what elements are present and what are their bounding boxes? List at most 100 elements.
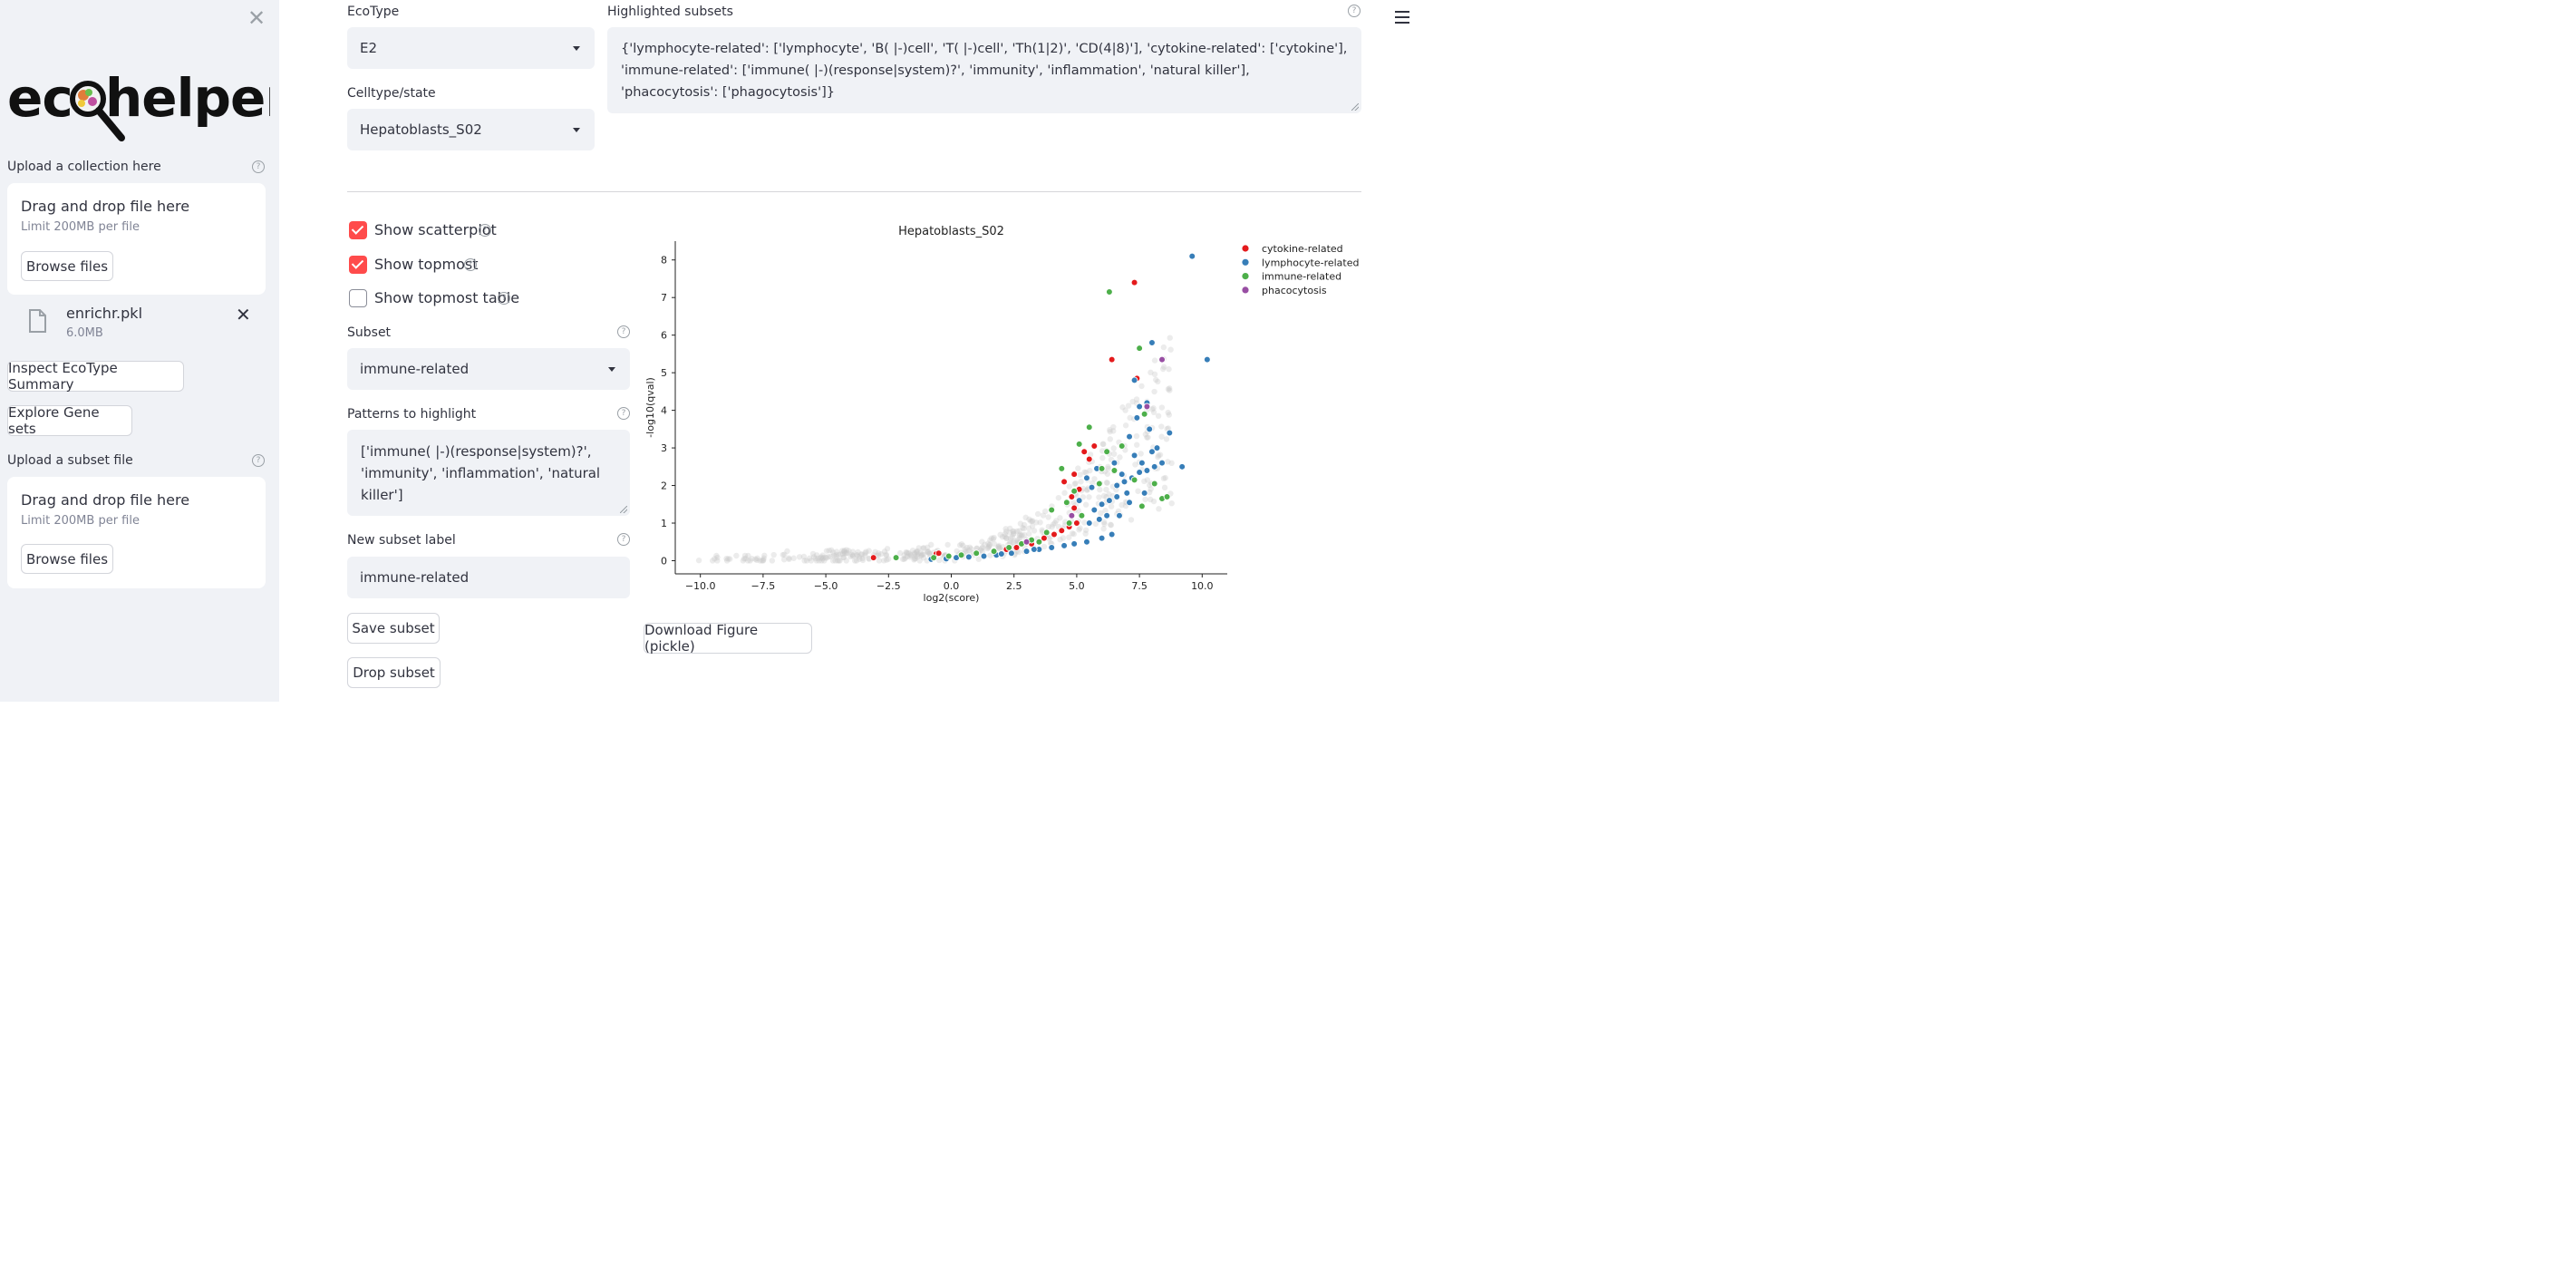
resize-handle-icon[interactable] bbox=[1351, 103, 1359, 111]
background-point bbox=[760, 557, 767, 563]
background-point bbox=[896, 549, 904, 557]
show-topmost-table-checkbox[interactable] bbox=[349, 289, 367, 307]
background-point bbox=[741, 552, 749, 559]
background-point bbox=[1010, 528, 1016, 535]
background-point bbox=[1002, 529, 1010, 535]
background-point bbox=[781, 551, 788, 558]
celltype-select[interactable]: Hepatoblasts_S02 bbox=[347, 109, 595, 150]
background-point bbox=[843, 549, 850, 557]
remove-file-icon[interactable]: ✕ bbox=[236, 304, 251, 325]
background-point bbox=[1091, 476, 1098, 482]
browse-files-button[interactable]: Browse files bbox=[21, 544, 113, 574]
subset-select[interactable]: immune-related bbox=[347, 348, 630, 390]
background-point bbox=[995, 544, 1002, 550]
background-point bbox=[834, 558, 841, 564]
download-figure-button[interactable]: Download Figure (pickle) bbox=[644, 622, 812, 655]
legend-marker bbox=[1242, 273, 1249, 280]
help-icon[interactable]: ? bbox=[1348, 5, 1361, 17]
background-point bbox=[833, 548, 840, 555]
patterns-textarea[interactable]: ['immune( |-)(response|system)?', 'immun… bbox=[347, 430, 630, 516]
save-subset-button[interactable]: Save subset bbox=[347, 613, 440, 644]
background-point bbox=[1029, 523, 1036, 529]
background-point bbox=[780, 551, 786, 558]
browse-files-button[interactable]: Browse files bbox=[21, 251, 113, 281]
background-point bbox=[1103, 486, 1109, 493]
background-point bbox=[908, 552, 915, 558]
drop-subset-button[interactable]: Drop subset bbox=[347, 657, 441, 688]
background-point bbox=[925, 548, 932, 556]
ecotype-select[interactable]: E2 bbox=[347, 27, 595, 69]
background-point bbox=[1097, 486, 1103, 493]
background-point bbox=[857, 551, 865, 558]
background-point bbox=[906, 554, 914, 560]
x-axis-label: log2(score) bbox=[924, 592, 980, 604]
new-subset-input[interactable]: immune-related bbox=[347, 557, 630, 598]
background-point bbox=[984, 545, 991, 552]
background-point bbox=[1055, 494, 1062, 501]
background-point bbox=[1144, 477, 1151, 483]
background-point bbox=[825, 554, 831, 560]
point-lymphocyte-related bbox=[1166, 429, 1174, 437]
help-icon[interactable]: ? bbox=[479, 224, 491, 237]
background-point bbox=[958, 540, 965, 548]
background-point bbox=[926, 550, 934, 557]
point-lymphocyte-related bbox=[965, 553, 973, 561]
point-lymphocyte-related bbox=[1150, 463, 1158, 471]
help-icon[interactable]: ? bbox=[617, 407, 630, 420]
help-icon[interactable]: ? bbox=[617, 325, 630, 338]
y-tick-label: 3 bbox=[661, 442, 667, 454]
inspect-ecotype-summary-button[interactable]: Inspect EcoType Summary bbox=[7, 360, 184, 393]
point-lymphocyte-related bbox=[1204, 355, 1211, 364]
background-point bbox=[853, 558, 860, 564]
background-point bbox=[843, 547, 850, 553]
legend-label: lymphocyte-related bbox=[1262, 257, 1359, 268]
help-icon[interactable]: ? bbox=[617, 533, 630, 546]
help-icon[interactable]: ? bbox=[498, 292, 510, 305]
help-icon[interactable]: ? bbox=[464, 258, 477, 271]
background-point bbox=[812, 555, 819, 562]
background-point bbox=[968, 546, 974, 552]
background-point bbox=[841, 548, 847, 555]
background-point bbox=[962, 546, 968, 553]
point-immune-related bbox=[1042, 529, 1051, 537]
background-point bbox=[1026, 516, 1032, 523]
point-lymphocyte-related bbox=[1153, 444, 1161, 451]
background-point bbox=[1110, 423, 1117, 431]
show-topmost-checkbox[interactable] bbox=[349, 256, 367, 274]
y-tick-label: 2 bbox=[661, 480, 667, 492]
background-point bbox=[1022, 514, 1029, 521]
show-topmost-table-label: Show topmost table bbox=[374, 289, 520, 306]
close-sidebar-icon[interactable]: ✕ bbox=[247, 5, 266, 31]
axes: −10.0 −7.5 −5.0 −2.5 0.0 2.5 5.0 7.5 10.0 0 1 2 3 4 5 6… bbox=[661, 241, 1227, 592]
background-point bbox=[849, 553, 857, 559]
background-point bbox=[818, 554, 825, 560]
dropzone-limit: Limit 200MB per file bbox=[21, 220, 140, 234]
background-point bbox=[1107, 426, 1113, 433]
background-point bbox=[1021, 525, 1027, 532]
file-size: 6.0MB bbox=[66, 326, 103, 340]
background-point bbox=[964, 544, 970, 551]
background-point bbox=[1018, 533, 1025, 539]
explore-gene-sets-button[interactable]: Explore Gene sets bbox=[7, 404, 132, 437]
background-point bbox=[1119, 404, 1126, 411]
background-point bbox=[844, 549, 850, 557]
background-point bbox=[1066, 534, 1072, 540]
background-point bbox=[1016, 535, 1023, 542]
background-point bbox=[1011, 530, 1017, 537]
background-point bbox=[838, 551, 844, 558]
background-point bbox=[1021, 521, 1028, 529]
point-lymphocyte-related bbox=[1022, 548, 1031, 555]
background-point bbox=[885, 556, 892, 562]
main-menu-icon[interactable] bbox=[1395, 11, 1409, 27]
subset-label: Subset bbox=[347, 325, 392, 340]
resize-handle-icon[interactable] bbox=[620, 506, 627, 513]
point-lymphocyte-related bbox=[1146, 425, 1153, 433]
background-point bbox=[1037, 519, 1043, 526]
show-scatterplot-checkbox[interactable] bbox=[349, 221, 367, 239]
background-point bbox=[956, 542, 964, 548]
help-icon[interactable]: ? bbox=[252, 160, 265, 173]
help-icon[interactable]: ? bbox=[252, 454, 265, 467]
new-subset-label: New subset label bbox=[347, 533, 456, 548]
highlighted-subsets-textarea[interactable]: {'lymphocyte-related': ['lymphocyte', 'B… bbox=[607, 27, 1361, 113]
background-point bbox=[790, 555, 797, 561]
